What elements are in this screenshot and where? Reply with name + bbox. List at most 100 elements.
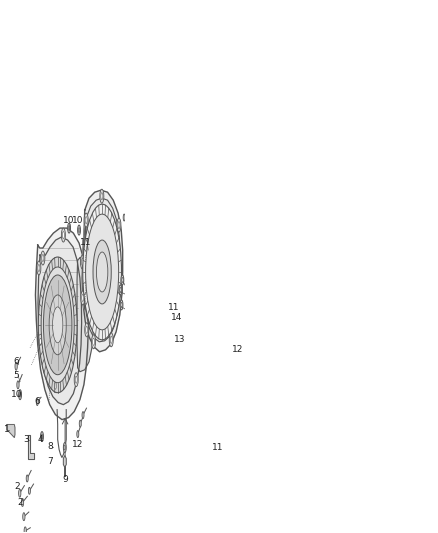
Circle shape (121, 275, 124, 285)
Text: 11: 11 (168, 303, 180, 312)
Circle shape (85, 216, 87, 224)
Text: 3: 3 (23, 435, 29, 444)
Circle shape (49, 295, 66, 355)
Circle shape (28, 487, 30, 494)
Circle shape (41, 251, 45, 265)
Text: 6: 6 (34, 397, 40, 406)
Circle shape (62, 232, 64, 239)
Circle shape (84, 213, 88, 227)
Circle shape (38, 264, 40, 271)
Circle shape (15, 362, 17, 370)
Circle shape (79, 420, 81, 427)
Circle shape (126, 224, 128, 231)
Text: 10: 10 (11, 390, 22, 399)
Circle shape (39, 335, 42, 349)
Polygon shape (82, 190, 123, 352)
Circle shape (67, 223, 71, 233)
Circle shape (78, 225, 81, 235)
Polygon shape (35, 228, 88, 419)
Circle shape (19, 390, 21, 400)
Circle shape (36, 399, 38, 406)
Circle shape (118, 222, 120, 229)
Text: 10: 10 (72, 216, 83, 224)
Circle shape (110, 336, 112, 343)
Polygon shape (64, 456, 66, 467)
Text: 11: 11 (80, 238, 92, 247)
Circle shape (87, 244, 89, 252)
Circle shape (41, 432, 43, 441)
Circle shape (68, 225, 70, 231)
Circle shape (82, 294, 84, 301)
Circle shape (38, 257, 77, 393)
Circle shape (74, 373, 78, 386)
Text: 10: 10 (63, 216, 74, 224)
Circle shape (101, 193, 103, 200)
Circle shape (127, 257, 129, 264)
Circle shape (37, 261, 41, 275)
Circle shape (19, 392, 21, 397)
Circle shape (53, 379, 57, 393)
Circle shape (82, 411, 84, 418)
Circle shape (26, 475, 28, 482)
Circle shape (61, 228, 65, 242)
Polygon shape (7, 425, 15, 438)
Circle shape (81, 291, 85, 305)
Circle shape (120, 286, 121, 294)
Circle shape (85, 214, 119, 330)
Circle shape (120, 300, 123, 310)
Text: 2: 2 (18, 498, 24, 507)
Circle shape (93, 240, 111, 304)
Circle shape (18, 489, 21, 497)
Circle shape (64, 445, 66, 450)
Circle shape (126, 242, 127, 249)
Circle shape (86, 326, 88, 333)
Circle shape (83, 204, 121, 340)
Circle shape (118, 283, 122, 297)
Circle shape (42, 255, 44, 262)
Circle shape (88, 246, 89, 250)
Circle shape (81, 255, 85, 269)
Circle shape (96, 252, 108, 292)
Text: 14: 14 (171, 313, 183, 322)
Circle shape (109, 333, 113, 347)
Circle shape (121, 302, 122, 308)
Text: 2: 2 (14, 482, 20, 491)
Polygon shape (28, 434, 34, 459)
Circle shape (123, 214, 125, 221)
Text: 7: 7 (47, 457, 53, 466)
Text: 1: 1 (4, 425, 9, 434)
Circle shape (92, 335, 95, 349)
Circle shape (92, 338, 95, 345)
Circle shape (119, 285, 122, 295)
Circle shape (54, 382, 57, 389)
Text: 5: 5 (14, 371, 19, 380)
Circle shape (122, 278, 123, 282)
Text: 4: 4 (37, 435, 43, 444)
Circle shape (77, 431, 79, 438)
Text: 9: 9 (62, 475, 68, 484)
Circle shape (43, 275, 72, 375)
Text: 13: 13 (174, 335, 186, 344)
Circle shape (41, 267, 74, 383)
Text: 12: 12 (232, 345, 244, 354)
Text: 12: 12 (72, 440, 83, 449)
Circle shape (120, 287, 121, 293)
Circle shape (17, 381, 19, 389)
Circle shape (81, 259, 84, 265)
Text: 8: 8 (47, 442, 53, 451)
Circle shape (23, 513, 25, 521)
Polygon shape (82, 218, 86, 310)
Circle shape (125, 198, 127, 205)
Circle shape (117, 218, 121, 232)
Circle shape (39, 338, 42, 345)
Polygon shape (84, 198, 120, 342)
Polygon shape (38, 237, 81, 405)
Circle shape (85, 323, 89, 337)
Circle shape (24, 527, 26, 533)
Circle shape (53, 307, 63, 343)
Circle shape (41, 434, 43, 439)
Circle shape (100, 189, 104, 203)
Polygon shape (77, 255, 94, 372)
Circle shape (75, 376, 77, 383)
Text: 6: 6 (14, 357, 19, 366)
